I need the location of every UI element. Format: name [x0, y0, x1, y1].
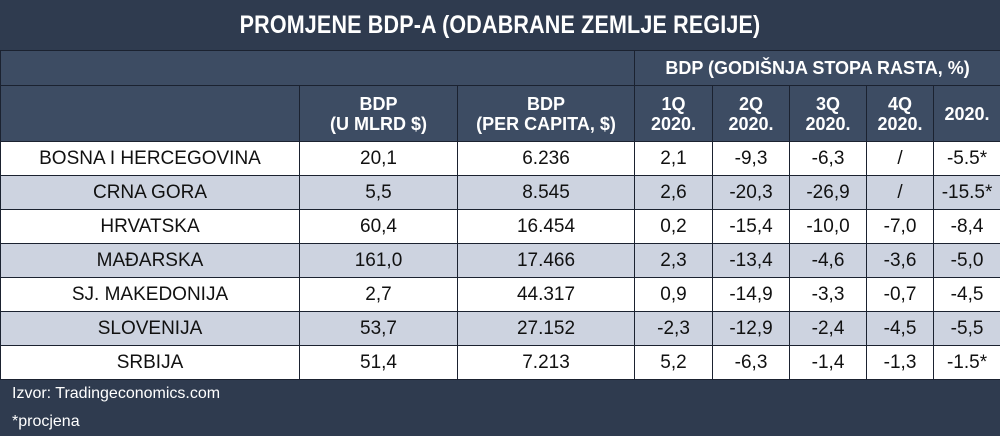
q1-header-line1: 1Q	[635, 94, 712, 114]
bdp-cell: 2,7	[300, 278, 458, 312]
table-row: SJ. MAKEDONIJA 2,7 44.317 0,9 -14,9 -3,3…	[1, 278, 1000, 312]
year-cell: -8,4	[934, 210, 1000, 244]
q3-cell: -3,3	[790, 278, 867, 312]
q1-cell: 2,3	[635, 244, 713, 278]
group-header-spacer	[1, 51, 635, 86]
per-capita-column-header: BDP (PER CAPITA, $)	[458, 86, 635, 142]
q2-header-line2: 2020.	[713, 114, 789, 134]
q2-header-line1: 2Q	[713, 94, 789, 114]
year-cell: -5,5	[934, 312, 1000, 346]
q4-cell: /	[867, 142, 934, 176]
q2-column-header: 2Q 2020.	[713, 86, 790, 142]
table-row: SRBIJA 51,4 7.213 5,2 -6,3 -1,4 -1,3 -1.…	[1, 346, 1000, 380]
q4-cell: -7,0	[867, 210, 934, 244]
country-cell: BOSNA I HERCEGOVINA	[1, 142, 300, 176]
q4-header-line2: 2020.	[867, 114, 933, 134]
q4-column-header: 4Q 2020.	[867, 86, 934, 142]
bdp-cell: 60,4	[300, 210, 458, 244]
page-title: PROMJENE BDP-A (ODABRANE ZEMLJE REGIJE)	[70, 0, 930, 50]
bdp-cell: 51,4	[300, 346, 458, 380]
per-capita-cell: 27.152	[458, 312, 635, 346]
bdp-cell: 161,0	[300, 244, 458, 278]
q2-cell: -15,4	[713, 210, 790, 244]
q3-cell: -26,9	[790, 176, 867, 210]
q4-cell: -1,3	[867, 346, 934, 380]
bdp-cell: 20,1	[300, 142, 458, 176]
country-cell: CRNA GORA	[1, 176, 300, 210]
year-cell: -5,0	[934, 244, 1000, 278]
table-row: BOSNA I HERCEGOVINA 20,1 6.236 2,1 -9,3 …	[1, 142, 1000, 176]
q4-cell: -4,5	[867, 312, 934, 346]
country-cell: SRBIJA	[1, 346, 300, 380]
q2-cell: -13,4	[713, 244, 790, 278]
q4-cell: /	[867, 176, 934, 210]
q2-cell: -6,3	[713, 346, 790, 380]
q3-cell: -10,0	[790, 210, 867, 244]
q3-cell: -6,3	[790, 142, 867, 176]
year-cell: -1.5*	[934, 346, 1000, 380]
growth-rate-group-header: BDP (GODIŠNJA STOPA RASTA, %)	[635, 51, 1000, 86]
table-row: SLOVENIJA 53,7 27.152 -2,3 -12,9 -2,4 -4…	[1, 312, 1000, 346]
q4-header-line1: 4Q	[867, 94, 933, 114]
bdp-cell: 53,7	[300, 312, 458, 346]
q1-cell: -2,3	[635, 312, 713, 346]
country-cell: MAĐARSKA	[1, 244, 300, 278]
q1-cell: 5,2	[635, 346, 713, 380]
per-capita-header-line2: (PER CAPITA, $)	[458, 114, 634, 134]
q3-cell: -1,4	[790, 346, 867, 380]
source-note: Izvor: Tradingeconomics.com	[0, 380, 1000, 408]
country-cell: HRVATSKA	[1, 210, 300, 244]
q1-cell: 2,1	[635, 142, 713, 176]
country-cell: SLOVENIJA	[1, 312, 300, 346]
bdp-column-header: BDP (U MLRD $)	[300, 86, 458, 142]
q3-column-header: 3Q 2020.	[790, 86, 867, 142]
column-header-row: BDP (U MLRD $) BDP (PER CAPITA, $) 1Q 20…	[1, 86, 1000, 142]
year-cell: -15.5*	[934, 176, 1000, 210]
bdp-cell: 5,5	[300, 176, 458, 210]
q4-cell: -3,6	[867, 244, 934, 278]
country-cell: SJ. MAKEDONIJA	[1, 278, 300, 312]
q3-header-line2: 2020.	[790, 114, 866, 134]
per-capita-cell: 17.466	[458, 244, 635, 278]
bdp-header-line1: BDP	[300, 94, 457, 114]
q1-cell: 0,2	[635, 210, 713, 244]
table-row: CRNA GORA 5,5 8.545 2,6 -20,3 -26,9 / -1…	[1, 176, 1000, 210]
year-cell: -5.5*	[934, 142, 1000, 176]
table-row: MAĐARSKA 161,0 17.466 2,3 -13,4 -4,6 -3,…	[1, 244, 1000, 278]
year-column-header: 2020.	[934, 86, 1000, 142]
year-cell: -4,5	[934, 278, 1000, 312]
q2-cell: -14,9	[713, 278, 790, 312]
q2-cell: -9,3	[713, 142, 790, 176]
q2-cell: -12,9	[713, 312, 790, 346]
q3-cell: -4,6	[790, 244, 867, 278]
q2-cell: -20,3	[713, 176, 790, 210]
q4-cell: -0,7	[867, 278, 934, 312]
q1-cell: 2,6	[635, 176, 713, 210]
q3-header-line1: 3Q	[790, 94, 866, 114]
per-capita-cell: 6.236	[458, 142, 635, 176]
per-capita-cell: 8.545	[458, 176, 635, 210]
q1-header-line2: 2020.	[635, 114, 712, 134]
country-column-header	[1, 86, 300, 142]
bdp-header-line2: (U MLRD $)	[300, 114, 457, 134]
per-capita-cell: 16.454	[458, 210, 635, 244]
table-row: HRVATSKA 60,4 16.454 0,2 -15,4 -10,0 -7,…	[1, 210, 1000, 244]
per-capita-cell: 44.317	[458, 278, 635, 312]
per-capita-cell: 7.213	[458, 346, 635, 380]
gdp-table: BDP (GODIŠNJA STOPA RASTA, %) BDP (U MLR…	[0, 50, 1000, 380]
group-header-row: BDP (GODIŠNJA STOPA RASTA, %)	[1, 51, 1000, 86]
q1-cell: 0,9	[635, 278, 713, 312]
per-capita-header-line1: BDP	[458, 94, 634, 114]
q1-column-header: 1Q 2020.	[635, 86, 713, 142]
q3-cell: -2,4	[790, 312, 867, 346]
